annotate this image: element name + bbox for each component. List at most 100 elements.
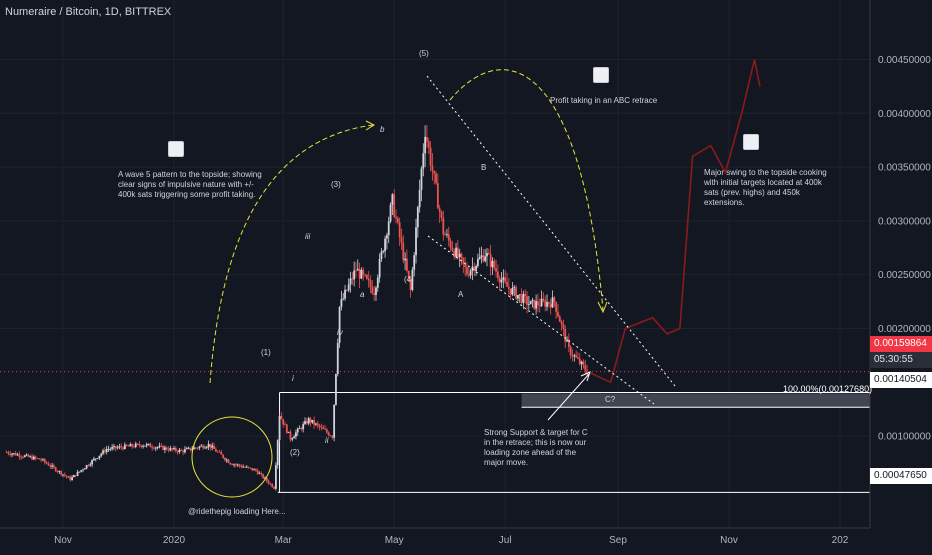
candle-body (502, 277, 505, 280)
candle-body (564, 328, 567, 342)
candle-body (327, 432, 330, 436)
candle-body (522, 294, 525, 303)
candle-body (267, 481, 270, 484)
candle-body (446, 234, 448, 236)
candle-body (418, 189, 421, 208)
candle-body (549, 303, 552, 308)
candle-body (178, 449, 181, 453)
support-pointer-head (580, 371, 591, 382)
support-pointer-line (547, 373, 590, 421)
candle-body (358, 268, 361, 279)
candle-body (60, 471, 63, 475)
price-axis: 0.00450000 0.00400000 0.00350000 0.00300000… (869, 0, 932, 550)
candle-body (364, 274, 366, 276)
candle-body (387, 221, 390, 236)
y-tick-label: 0.00250000 (878, 270, 931, 281)
candle-body (136, 443, 139, 445)
candle-body (187, 447, 190, 449)
candle-body (105, 448, 108, 453)
candle-body (467, 274, 470, 276)
candle-body (506, 281, 508, 287)
candle-body (125, 444, 128, 446)
candle-body (249, 467, 252, 469)
wave-B-label: B (481, 163, 487, 172)
candle-body (253, 469, 255, 471)
candle-body (373, 293, 376, 295)
candle-body (65, 475, 68, 477)
candle-body (69, 476, 72, 481)
candle-body (520, 294, 523, 303)
candle-body (7, 452, 10, 454)
candle-body (234, 464, 237, 466)
candle-body (245, 466, 248, 468)
candle-body (76, 472, 79, 476)
candle-body (116, 447, 119, 449)
grid-lines (0, 0, 870, 528)
candle-body (256, 470, 259, 474)
candle-body (338, 306, 341, 343)
candle-body (313, 419, 316, 425)
candle-body (42, 459, 44, 461)
candle-body (493, 260, 496, 269)
candle-body (429, 147, 432, 166)
candle-body (517, 295, 519, 299)
candle-body (229, 462, 232, 465)
candle-body (258, 473, 261, 475)
candle-body (29, 456, 32, 458)
candle-body (473, 266, 476, 271)
candle-body (247, 466, 250, 468)
x-tick-label: 2020 (163, 535, 186, 546)
candle-body (569, 346, 572, 356)
candle-body (171, 448, 174, 450)
candle-body (371, 286, 374, 294)
impulse-arrowhead (365, 120, 376, 131)
candle-body (547, 302, 550, 304)
level-top-tag: 0.00140504 (870, 372, 932, 388)
candle-body (174, 447, 177, 451)
candle-body (47, 463, 50, 466)
x-tick-label: Nov (54, 535, 72, 546)
candle-body (560, 321, 563, 325)
candle-body (113, 446, 115, 448)
candle-body (378, 258, 381, 278)
candle-body (409, 278, 412, 290)
candle-body (344, 289, 346, 299)
x-tick-label: Jul (499, 535, 512, 546)
channel-upper-line (426, 75, 676, 387)
retrace-arrow (449, 69, 604, 311)
candle-body (214, 448, 217, 452)
candle-body (562, 324, 565, 329)
candle-body (276, 440, 279, 466)
candle-body (411, 269, 414, 290)
candle-body (491, 260, 494, 268)
candle-body (140, 445, 143, 447)
candle-body (74, 475, 77, 476)
candle-body (227, 459, 230, 463)
candle-body (582, 361, 585, 366)
candle-body (586, 370, 588, 375)
candle-body (420, 168, 423, 190)
candle-body (12, 453, 15, 454)
candle-body (27, 454, 30, 457)
candle-body (460, 253, 463, 258)
candle-body (413, 255, 416, 270)
candle-body (311, 419, 314, 423)
candle-body (356, 268, 359, 271)
candle-body (98, 455, 101, 459)
candle-body (31, 456, 33, 460)
candle-body (20, 456, 23, 458)
candle-body (544, 300, 547, 307)
candle-body (533, 299, 536, 309)
candle-body (307, 418, 310, 424)
candle-body (23, 455, 26, 458)
candle-body (273, 487, 275, 489)
time-axis: Nov 2020 Mar May Jul Sep Nov 202 (0, 527, 870, 546)
candle-body (205, 446, 208, 448)
candle-body (376, 277, 379, 288)
candle-body (289, 431, 292, 440)
retrace-arrowhead (597, 301, 608, 314)
candle-body (102, 450, 104, 454)
candle-body (264, 477, 266, 479)
candle-body (123, 444, 126, 450)
